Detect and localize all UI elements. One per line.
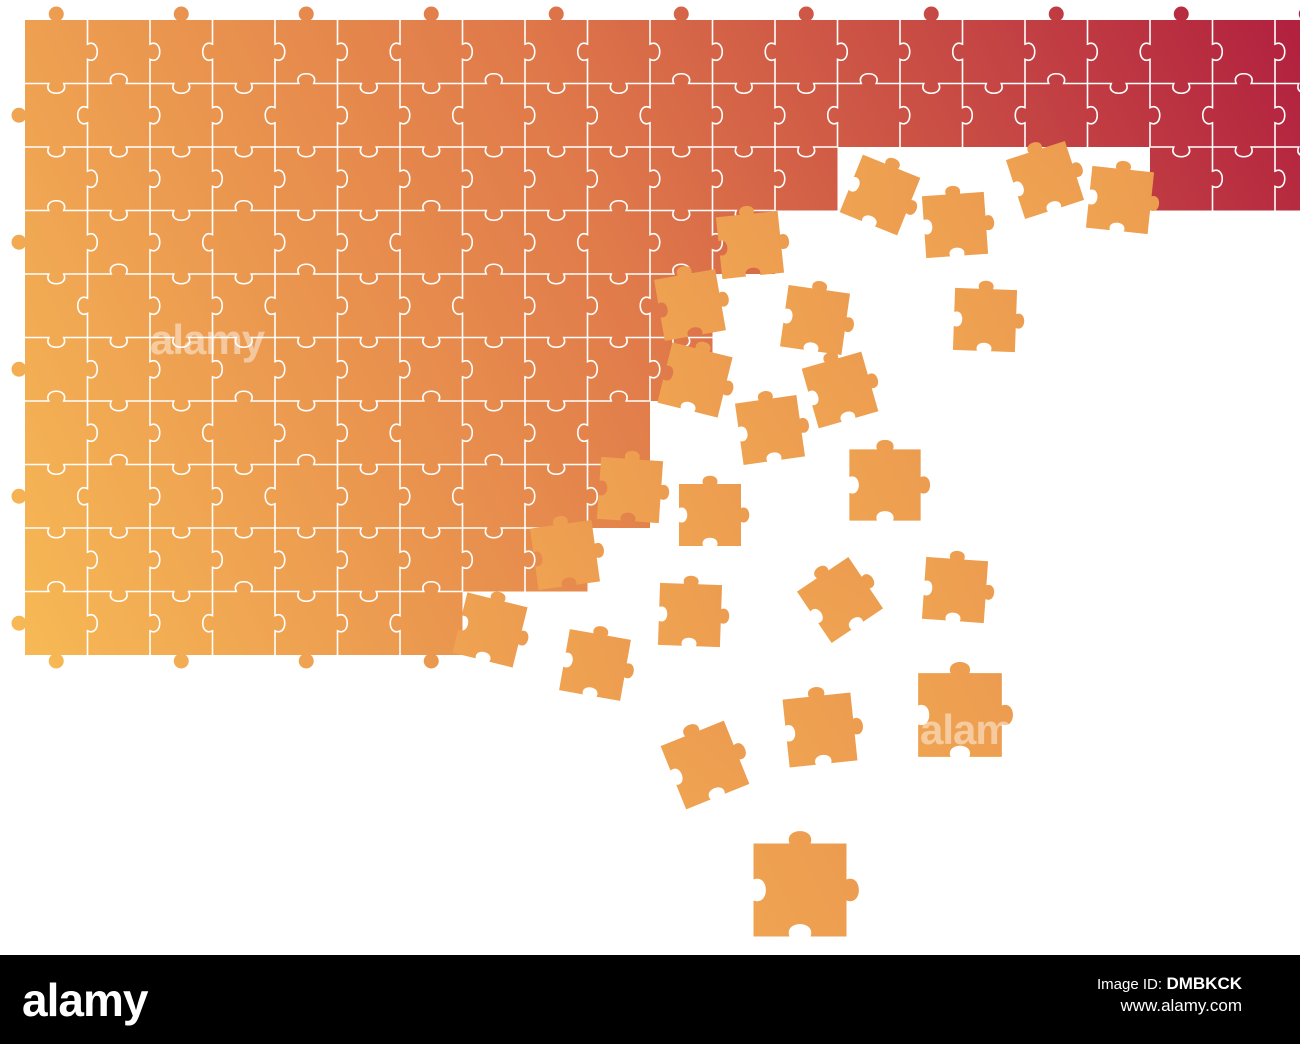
loose-puzzle-piece [660, 720, 750, 810]
puzzle-piece-shape [679, 475, 750, 546]
puzzle-piece-shape [715, 205, 790, 280]
puzzle-knob [11, 234, 27, 250]
puzzle-illustration [11, 6, 1300, 937]
loose-puzzle-piece [801, 351, 879, 429]
puzzle-knob [298, 653, 314, 669]
loose-puzzle-piece [596, 450, 670, 524]
puzzle-knob [11, 361, 27, 377]
puzzle-knob [1173, 6, 1189, 22]
loose-puzzle-piece [715, 205, 790, 280]
puzzle-knob [673, 6, 689, 22]
loose-puzzle-piece [734, 391, 809, 466]
puzzle-knob [798, 6, 814, 22]
loose-puzzle-piece [921, 185, 995, 259]
puzzle-piece-shape [952, 280, 1025, 353]
loose-puzzle-piece [452, 591, 529, 668]
puzzle-knob [11, 615, 27, 631]
puzzle-piece-shape [753, 831, 859, 937]
puzzle-piece-shape [779, 281, 854, 356]
puzzle-knob [548, 6, 564, 22]
loose-puzzle-piece [654, 266, 729, 341]
puzzle-piece-shape [782, 687, 863, 768]
puzzle-knob [423, 653, 439, 669]
watermark: alamy [150, 316, 265, 363]
puzzle-knob [11, 488, 27, 504]
puzzle-piece-shape [839, 154, 921, 236]
puzzle-knob [48, 653, 64, 669]
loose-puzzle-piece [657, 341, 734, 418]
brand-logo: alamy [22, 974, 148, 1026]
loose-puzzle-piece [1005, 140, 1085, 220]
puzzle-piece-shape [657, 341, 734, 418]
image-meta: Image ID: DMBKCK www.alamy.com [1097, 973, 1242, 1017]
puzzle-piece-shape [921, 185, 995, 259]
puzzle-knob [1048, 6, 1064, 22]
puzzle-piece-shape [1005, 140, 1085, 220]
loose-puzzle-piece [849, 439, 931, 521]
loose-puzzle-piece [679, 475, 750, 546]
puzzle-knob [298, 6, 314, 22]
loose-puzzle-piece [529, 516, 604, 591]
watermark: alamy [920, 706, 1035, 753]
loose-puzzle-piece [921, 550, 995, 624]
loose-puzzle-piece [782, 687, 863, 768]
puzzle-knob [173, 653, 189, 669]
puzzle-piece-shape [596, 450, 670, 524]
loose-puzzle-piece [753, 831, 859, 937]
puzzle-knob [48, 6, 64, 22]
puzzle-knob [923, 6, 939, 22]
site-url: www.alamy.com [1120, 996, 1242, 1015]
loose-puzzle-pieces [452, 140, 1160, 937]
puzzle-piece-shape [657, 575, 730, 648]
puzzle-piece-shape [849, 439, 931, 521]
edge-knobs [11, 6, 1300, 669]
loose-puzzle-piece [796, 556, 884, 644]
puzzle-piece-shape [559, 626, 634, 701]
loose-puzzle-piece [952, 280, 1025, 353]
puzzle-knob [173, 6, 189, 22]
puzzle-piece-shape [921, 550, 995, 624]
stock-footer-bar: alamy Image ID: DMBKCK www.alamy.com [0, 955, 1300, 1044]
loose-puzzle-piece [657, 575, 730, 648]
puzzle-knob [423, 6, 439, 22]
loose-puzzle-piece [1085, 160, 1160, 235]
loose-puzzle-piece [559, 626, 634, 701]
puzzle-knob [11, 107, 27, 123]
puzzle-piece-shape [654, 266, 729, 341]
loose-puzzle-piece [839, 154, 921, 236]
puzzle-piece-shape [452, 591, 529, 668]
image-id-label: Image ID: [1096, 976, 1162, 993]
puzzle-piece-shape [529, 516, 604, 591]
puzzle-piece-shape [734, 391, 809, 466]
puzzle-piece-shape [1085, 160, 1160, 235]
assembled-puzzle-board [11, 6, 1300, 669]
puzzle-piece-shape [801, 351, 879, 429]
loose-puzzle-piece [918, 662, 1013, 757]
loose-puzzle-piece [779, 281, 854, 356]
puzzle-piece-shape [796, 556, 884, 644]
puzzle-piece-shape [918, 662, 1013, 757]
image-id: DMBKCK [1166, 974, 1242, 993]
puzzle-piece-shape [660, 720, 750, 810]
